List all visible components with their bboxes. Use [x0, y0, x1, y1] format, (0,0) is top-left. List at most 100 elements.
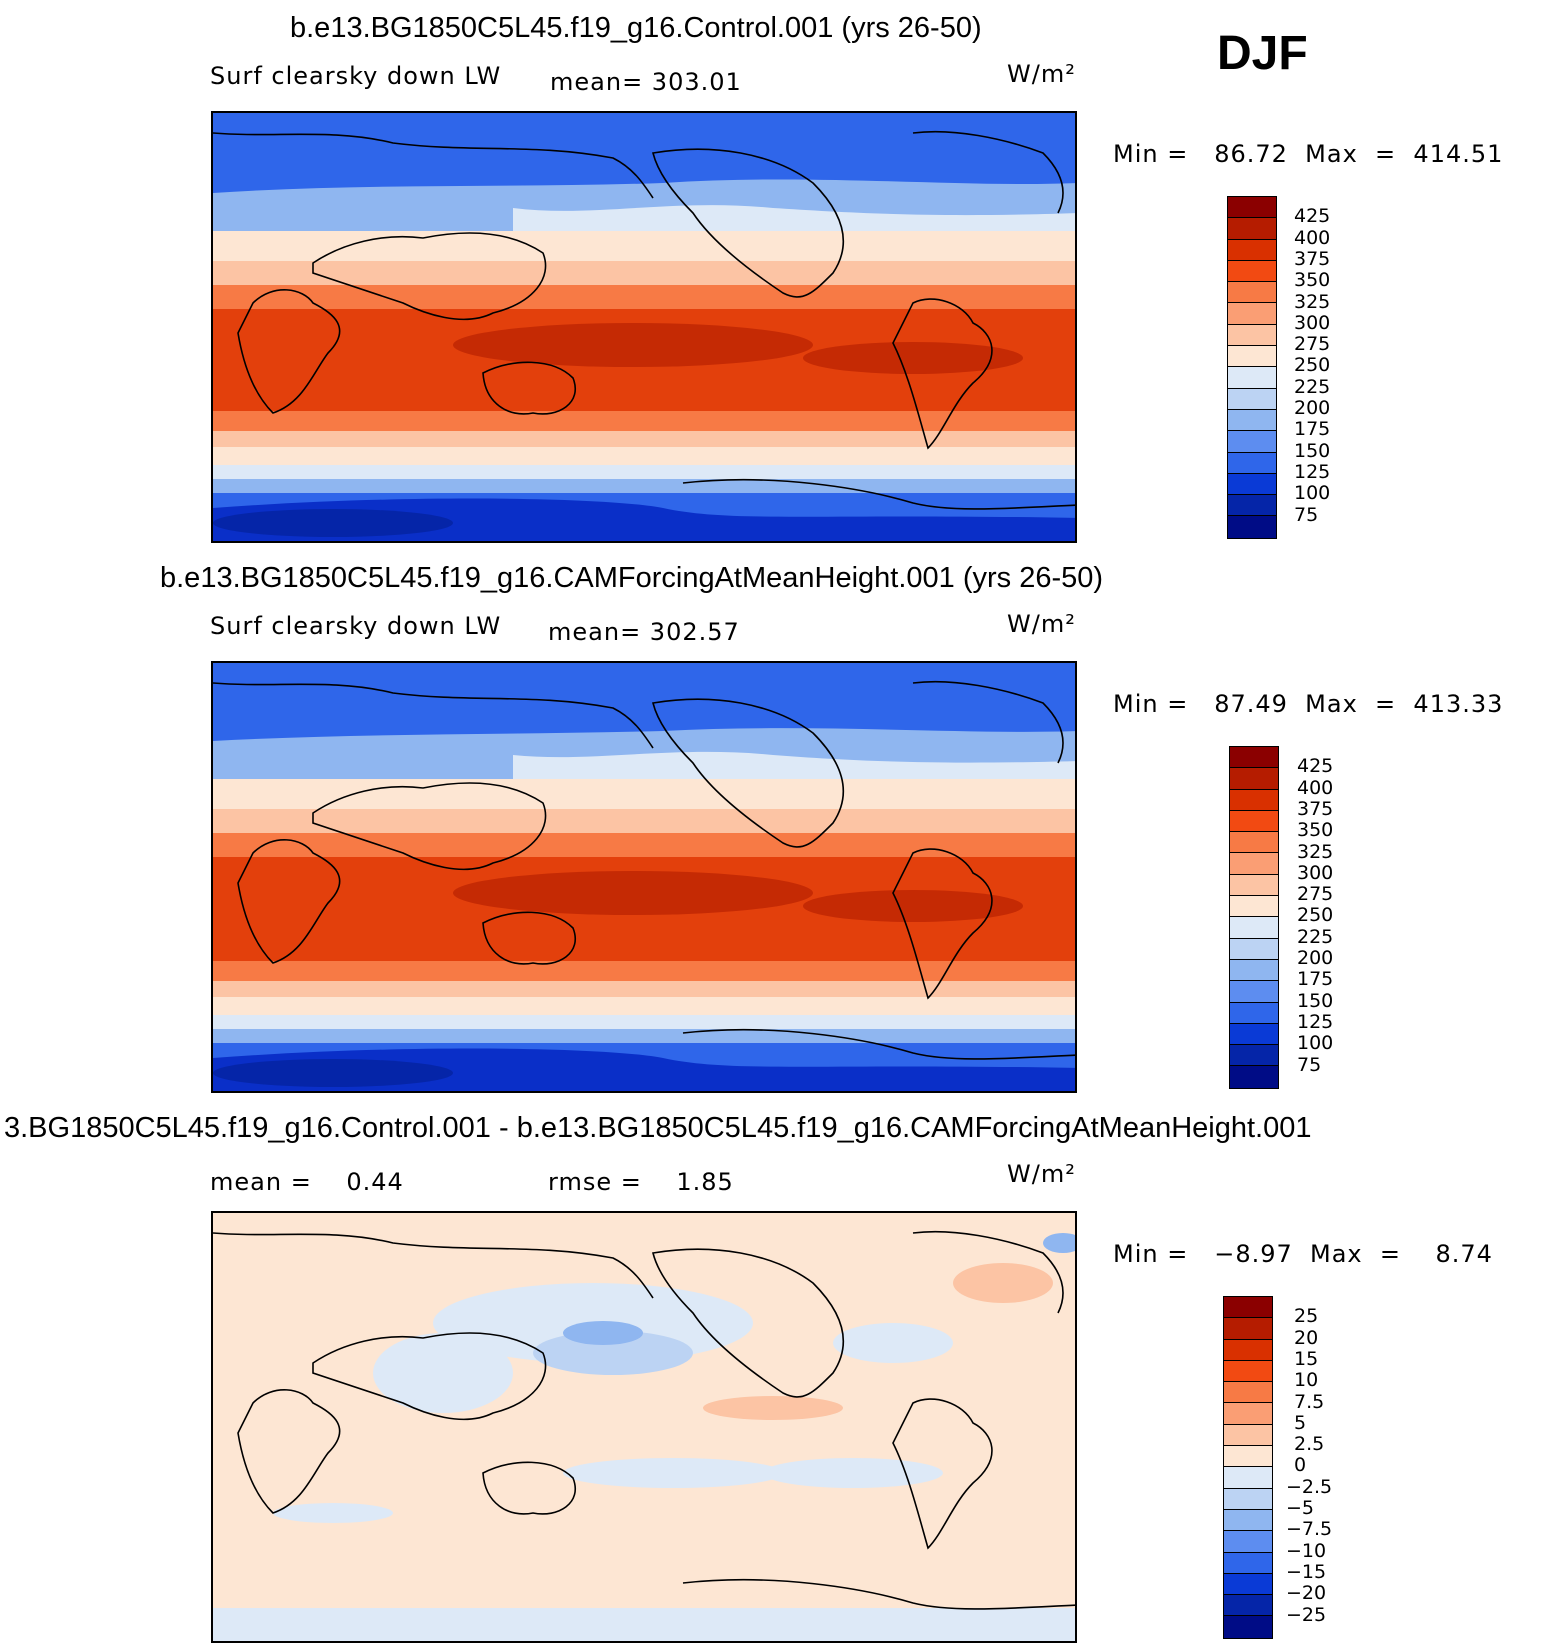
- colorbar-swatch: [1224, 1488, 1272, 1510]
- colorbar-tick-label: 25: [1294, 1305, 1319, 1328]
- colorbar-swatch: [1228, 452, 1276, 474]
- colorbar-tick-label: −15: [1286, 1560, 1327, 1583]
- panel3-minmax: Min = −8.97 Max = 8.74: [1113, 1240, 1493, 1268]
- colorbar-tick-label: 225: [1294, 375, 1331, 398]
- colorbar-swatch: [1224, 1616, 1272, 1638]
- colorbar-swatch: [1224, 1552, 1272, 1574]
- colorbar-swatch: [1224, 1360, 1272, 1383]
- colorbar-tick-label: 325: [1294, 290, 1331, 313]
- colorbar-tick-label: 375: [1297, 797, 1334, 820]
- colorbar-tick-label: 400: [1297, 776, 1334, 799]
- colorbar-tick-label: −2.5: [1286, 1475, 1333, 1498]
- colorbar-swatch: [1224, 1403, 1272, 1425]
- panel1-mean: mean= 303.01: [550, 68, 742, 96]
- colorbar-swatch: [1230, 853, 1278, 875]
- panel1-map: [211, 111, 1077, 543]
- colorbar-swatch: [1228, 303, 1276, 325]
- panel3-title: 3.BG1850C5L45.f19_g16.Control.001 - b.e1…: [4, 1112, 1312, 1144]
- colorbar-swatch: [1228, 388, 1276, 410]
- colorbar-swatch: [1230, 917, 1278, 939]
- colorbar-swatch: [1230, 832, 1278, 854]
- colorbar-tick-label: 350: [1297, 819, 1334, 842]
- colorbar-tick-label: 100: [1297, 1032, 1334, 1055]
- panel1-minmax: Min = 86.72 Max = 414.51: [1113, 140, 1504, 168]
- colorbar-swatch: [1224, 1318, 1272, 1340]
- colorbar-swatch: [1224, 1595, 1272, 1617]
- colorbar-tick-label: −25: [1286, 1603, 1327, 1626]
- colorbar-swatch: [1228, 495, 1276, 517]
- colorbar-swatch: [1228, 346, 1276, 368]
- colorbar-tick-label: 125: [1294, 460, 1331, 483]
- colorbar-swatch: [1230, 959, 1278, 982]
- panel2-map: [211, 661, 1077, 1093]
- colorbar-tick-label: 5: [1294, 1411, 1307, 1434]
- colorbar-tick-label: 250: [1294, 354, 1331, 377]
- colorbar-swatch: [1228, 239, 1276, 261]
- colorbar-swatch: [1224, 1382, 1272, 1404]
- panel3-map: [211, 1211, 1077, 1643]
- colorbar-tick-label: 100: [1294, 482, 1331, 505]
- colorbar-swatch: [1230, 1002, 1278, 1024]
- panel2-variable: Surf clearsky down LW: [210, 612, 502, 640]
- colorbar-swatch: [1228, 197, 1276, 219]
- colorbar-tick-label: −7.5: [1286, 1518, 1333, 1541]
- colorbar-tick-label: 250: [1297, 904, 1334, 927]
- colorbar-swatch: [1228, 431, 1276, 453]
- colorbar-tick-label: 125: [1297, 1010, 1334, 1033]
- colorbar-swatch: [1228, 473, 1276, 496]
- colorbar-tick-label: 375: [1294, 247, 1331, 270]
- colorbar-swatch: [1224, 1446, 1272, 1468]
- panel1-units: W/m²: [1007, 60, 1076, 88]
- colorbar-tick-label: 200: [1294, 397, 1331, 419]
- colorbar-tick-label: 275: [1297, 883, 1334, 906]
- colorbar-tick-label: 150: [1294, 439, 1331, 462]
- colorbar-tick-label: 175: [1297, 968, 1334, 991]
- colorbar-swatch: [1224, 1424, 1272, 1447]
- panel3-mean: mean = 0.44: [210, 1168, 404, 1196]
- colorbar-tick-label: 10: [1294, 1369, 1319, 1392]
- colorbar-swatch: [1224, 1339, 1272, 1361]
- colorbar-swatch: [1228, 324, 1276, 347]
- colorbar-swatch: [1228, 409, 1276, 432]
- colorbar-tick-label: 225: [1297, 925, 1334, 948]
- panel1-colorbar: [1227, 196, 1277, 539]
- colorbar-swatch: [1228, 260, 1276, 283]
- colorbar-tick-label: 2.5: [1294, 1433, 1325, 1456]
- colorbar-tick-label: 200: [1297, 947, 1334, 969]
- colorbar-tick-label: 300: [1297, 861, 1334, 884]
- colorbar-tick-label: 0: [1294, 1454, 1307, 1477]
- panel2-colorbar: [1229, 746, 1279, 1089]
- colorbar-swatch: [1230, 938, 1278, 960]
- colorbar-swatch: [1230, 896, 1278, 918]
- panel3-rmse: rmse = 1.85: [548, 1168, 734, 1196]
- colorbar-tick-label: −5: [1286, 1497, 1315, 1519]
- panel1-variable: Surf clearsky down LW: [210, 62, 502, 90]
- colorbar-swatch: [1224, 1467, 1272, 1489]
- panel2-minmax: Min = 87.49 Max = 413.33: [1113, 690, 1504, 718]
- colorbar-swatch: [1228, 282, 1276, 304]
- colorbar-tick-label: 400: [1294, 226, 1331, 249]
- colorbar-swatch: [1228, 367, 1276, 389]
- colorbar-swatch: [1230, 747, 1278, 769]
- colorbar-swatch: [1224, 1509, 1272, 1532]
- colorbar-swatch: [1228, 218, 1276, 240]
- panel2-units: W/m²: [1007, 610, 1076, 638]
- colorbar-tick-label: −20: [1286, 1582, 1327, 1605]
- colorbar-swatch: [1228, 516, 1276, 538]
- colorbar-swatch: [1230, 1023, 1278, 1046]
- colorbar-tick-label: 175: [1294, 418, 1331, 441]
- colorbar-tick-label: 20: [1294, 1326, 1319, 1349]
- colorbar-tick-label: 300: [1294, 311, 1331, 334]
- colorbar-swatch: [1230, 1045, 1278, 1067]
- panel2-title: b.e13.BG1850C5L45.f19_g16.CAMForcingAtMe…: [160, 562, 1104, 594]
- panel3-units: W/m²: [1007, 1160, 1076, 1188]
- colorbar-tick-label: 350: [1294, 269, 1331, 292]
- colorbar-tick-label: 7.5: [1294, 1390, 1325, 1413]
- colorbar-swatch: [1230, 768, 1278, 790]
- colorbar-swatch: [1230, 874, 1278, 897]
- colorbar-tick-label: 75: [1294, 503, 1319, 526]
- colorbar-swatch: [1230, 981, 1278, 1003]
- colorbar-swatch: [1224, 1531, 1272, 1553]
- colorbar-swatch: [1230, 789, 1278, 811]
- panel1-title: b.e13.BG1850C5L45.f19_g16.Control.001 (y…: [290, 12, 982, 44]
